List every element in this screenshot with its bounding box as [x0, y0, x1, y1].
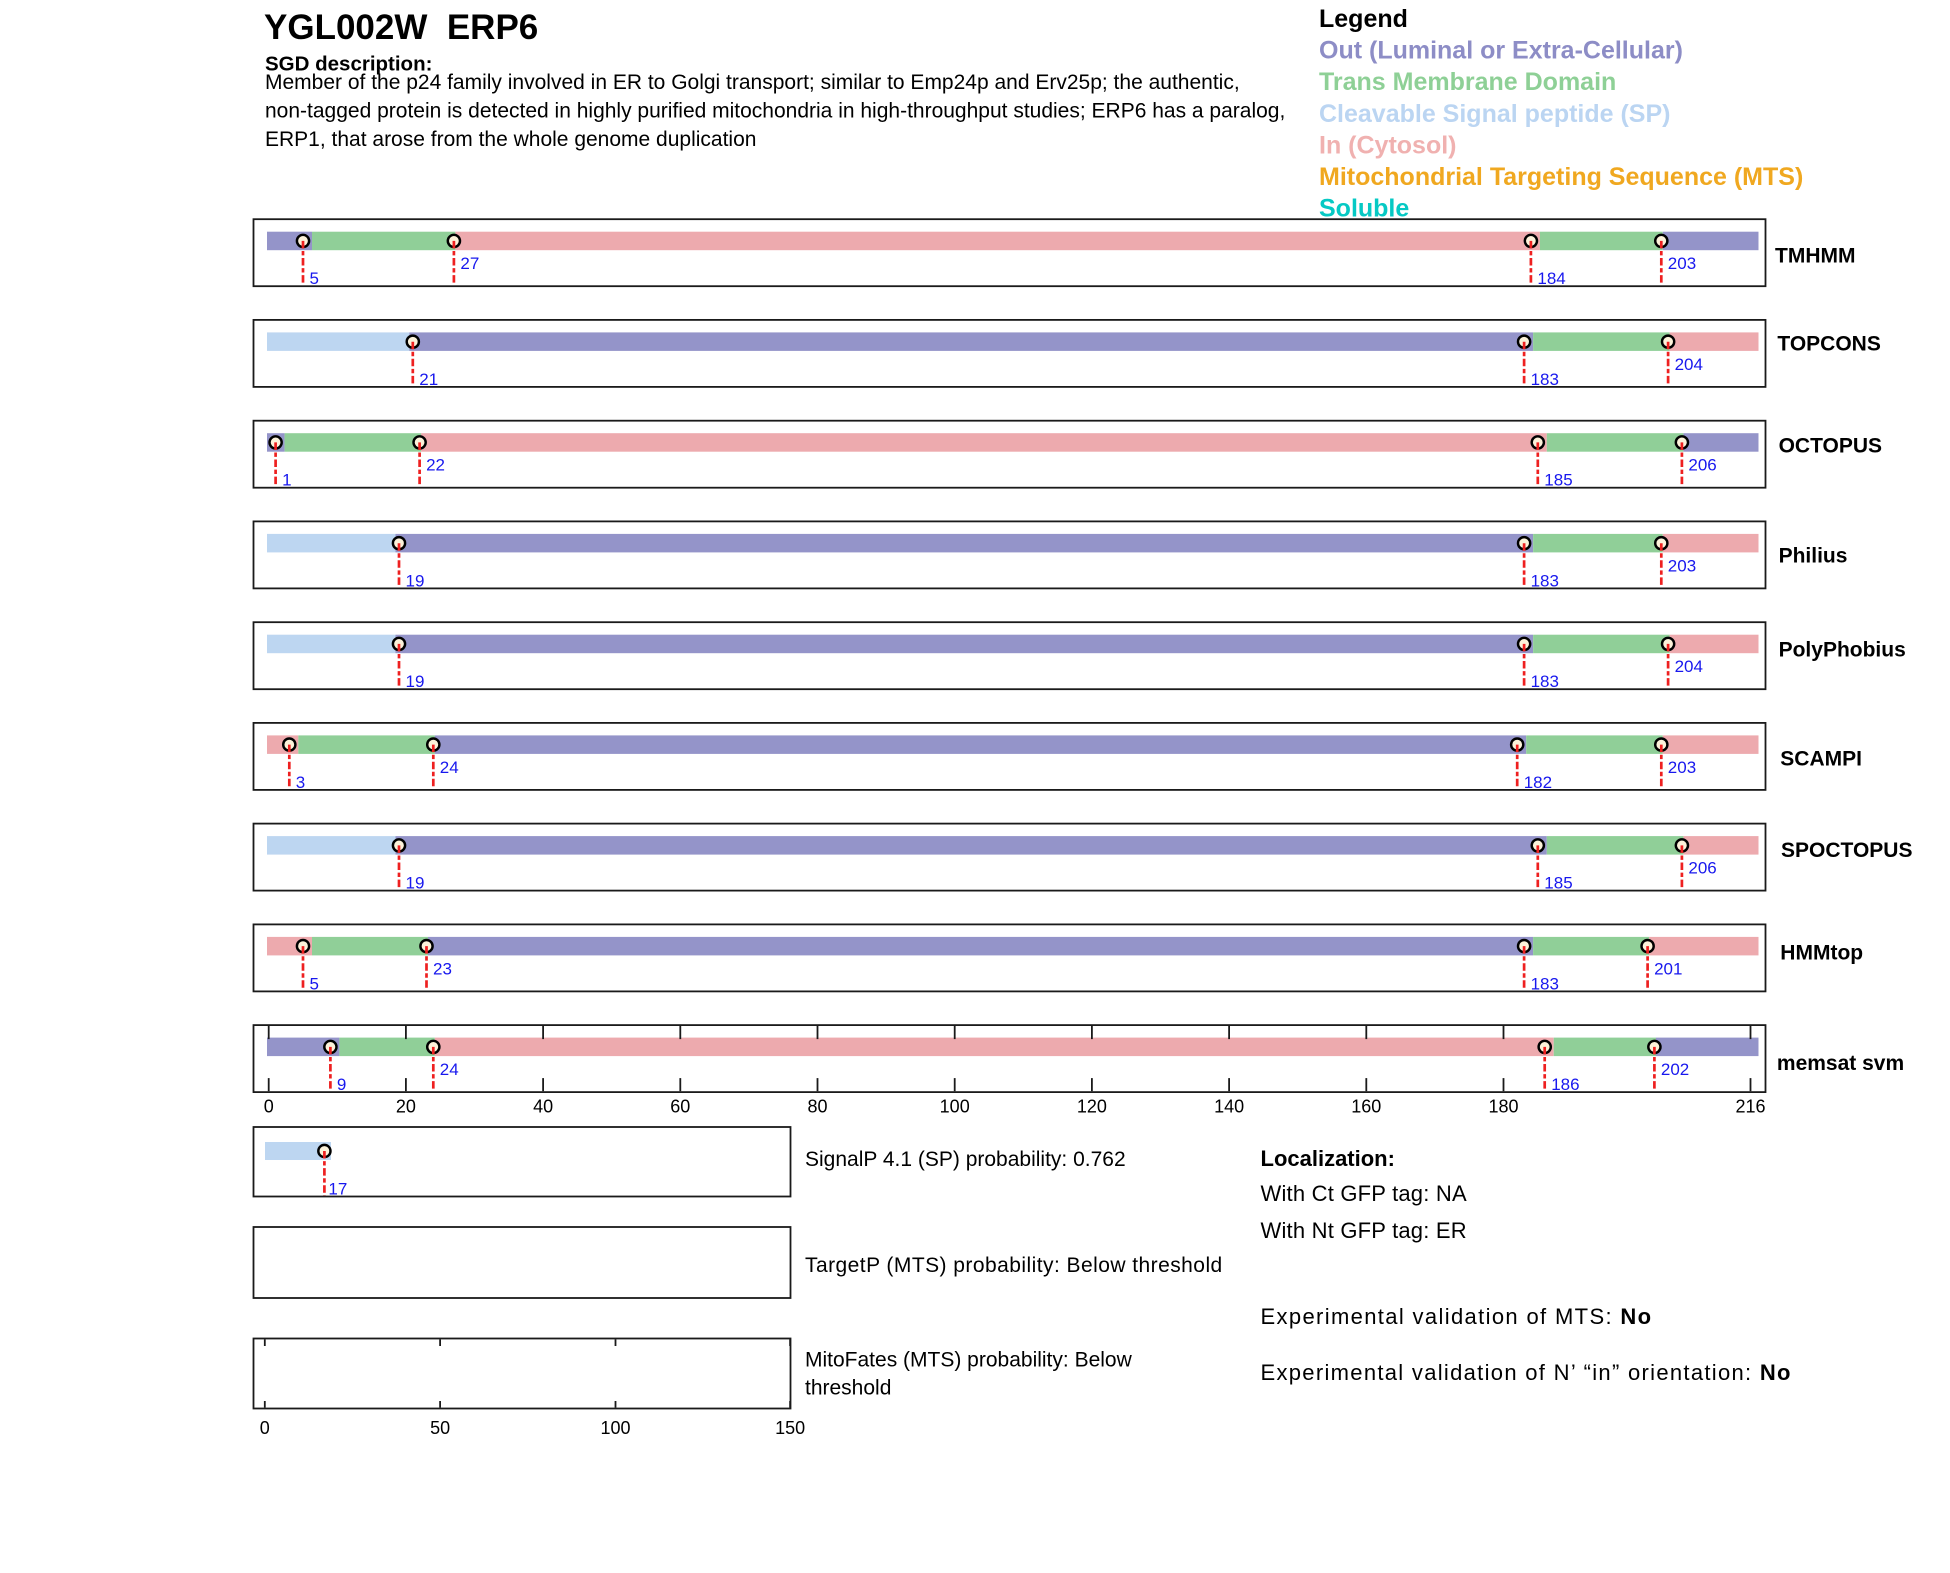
- svg-text:threshold: threshold: [805, 1377, 891, 1400]
- svg-text:YGL002W ERP6: YGL002W ERP6: [264, 8, 538, 47]
- svg-text:23: 23: [433, 959, 452, 978]
- svg-text:5: 5: [310, 269, 319, 288]
- svg-text:Member of the p24 family invol: Member of the p24 family involved in ER …: [265, 71, 1240, 94]
- svg-text:100: 100: [600, 1418, 630, 1438]
- svg-text:140: 140: [1214, 1097, 1244, 1117]
- svg-text:Trans Membrane Domain: Trans Membrane Domain: [1319, 68, 1616, 96]
- svg-text:1: 1: [282, 471, 291, 490]
- svg-text:204: 204: [1675, 355, 1703, 374]
- svg-text:Cleavable Signal peptide (SP): Cleavable Signal peptide (SP): [1319, 100, 1670, 128]
- svg-text:184: 184: [1537, 269, 1565, 288]
- svg-text:180: 180: [1488, 1097, 1518, 1117]
- svg-text:19: 19: [406, 874, 425, 893]
- svg-text:3: 3: [296, 773, 305, 792]
- svg-text:5: 5: [310, 974, 319, 993]
- svg-text:201: 201: [1654, 959, 1682, 978]
- svg-text:150: 150: [775, 1418, 805, 1438]
- svg-text:ERP1, that arose from the whol: ERP1, that arose from the whole genome d…: [265, 128, 756, 151]
- svg-text:Legend: Legend: [1319, 5, 1408, 33]
- svg-text:22: 22: [426, 456, 445, 475]
- svg-text:Mitochondrial Targeting Sequen: Mitochondrial Targeting Sequence (MTS): [1319, 163, 1803, 191]
- svg-text:SCAMPI: SCAMPI: [1780, 747, 1862, 770]
- svg-text:With Ct GFP tag: NA: With Ct GFP tag: NA: [1261, 1181, 1467, 1206]
- svg-text:TargetP (MTS) probability: Bel: TargetP (MTS) probability: Below thresho…: [805, 1254, 1223, 1277]
- svg-text:202: 202: [1661, 1060, 1689, 1079]
- svg-text:183: 183: [1531, 370, 1559, 389]
- svg-text:216: 216: [1735, 1097, 1765, 1117]
- svg-text:183: 183: [1531, 974, 1559, 993]
- svg-text:0: 0: [260, 1418, 270, 1438]
- svg-text:In (Cytosol): In (Cytosol): [1319, 131, 1457, 159]
- svg-text:SignalP 4.1 (SP) probability:: SignalP 4.1 (SP) probability: 0.762: [805, 1148, 1126, 1171]
- svg-text:203: 203: [1668, 758, 1696, 777]
- svg-text:Localization:: Localization:: [1261, 1146, 1395, 1171]
- svg-text:PolyPhobius: PolyPhobius: [1779, 639, 1906, 662]
- svg-text:206: 206: [1688, 456, 1716, 475]
- svg-text:0: 0: [264, 1097, 274, 1117]
- svg-text:203: 203: [1668, 254, 1696, 273]
- svg-text:100: 100: [940, 1097, 970, 1117]
- svg-text:40: 40: [533, 1097, 553, 1117]
- svg-text:19: 19: [406, 672, 425, 691]
- svg-text:Soluble: Soluble: [1319, 195, 1409, 223]
- svg-text:TOPCONS: TOPCONS: [1777, 332, 1880, 355]
- svg-text:OCTOPUS: OCTOPUS: [1779, 435, 1882, 458]
- svg-text:Philius: Philius: [1779, 544, 1848, 567]
- svg-text:17: 17: [328, 1180, 347, 1199]
- svg-text:182: 182: [1524, 773, 1552, 792]
- svg-text:185: 185: [1544, 874, 1572, 893]
- svg-text:204: 204: [1675, 657, 1703, 676]
- svg-text:206: 206: [1688, 859, 1716, 878]
- svg-text:Experimental validation of N’: Experimental validation of N’ “in” orien…: [1261, 1360, 1792, 1385]
- svg-text:160: 160: [1351, 1097, 1381, 1117]
- svg-text:Experimental validation of MTS: Experimental validation of MTS: No: [1261, 1304, 1653, 1329]
- svg-text:60: 60: [670, 1097, 690, 1117]
- svg-text:120: 120: [1077, 1097, 1107, 1117]
- svg-text:19: 19: [406, 571, 425, 590]
- svg-text:21: 21: [419, 370, 438, 389]
- svg-text:80: 80: [807, 1097, 827, 1117]
- svg-text:24: 24: [440, 1060, 459, 1079]
- svg-text:Out (Luminal or Extra-Cellular: Out (Luminal or Extra-Cellular): [1319, 37, 1683, 65]
- svg-text:SPOCTOPUS: SPOCTOPUS: [1781, 839, 1912, 862]
- svg-text:186: 186: [1551, 1075, 1579, 1094]
- svg-text:non-tagged protein is detected: non-tagged protein is detected in highly…: [265, 100, 1285, 123]
- svg-text:MitoFates (MTS) probability: B: MitoFates (MTS) probability: Below: [805, 1349, 1133, 1372]
- svg-text:With Nt GFP tag: ER: With Nt GFP tag: ER: [1261, 1218, 1467, 1243]
- svg-text:24: 24: [440, 758, 459, 777]
- svg-text:185: 185: [1544, 471, 1572, 490]
- svg-text:HMMtop: HMMtop: [1780, 941, 1863, 964]
- svg-text:memsat svm: memsat svm: [1777, 1052, 1904, 1075]
- svg-text:SGD description:: SGD description:: [265, 53, 432, 76]
- svg-text:9: 9: [337, 1075, 346, 1094]
- svg-text:183: 183: [1531, 672, 1559, 691]
- svg-text:203: 203: [1668, 556, 1696, 575]
- svg-text:20: 20: [396, 1097, 416, 1117]
- svg-text:183: 183: [1531, 571, 1559, 590]
- svg-text:50: 50: [430, 1418, 450, 1438]
- svg-text:TMHMM: TMHMM: [1775, 244, 1855, 267]
- svg-text:27: 27: [460, 254, 479, 273]
